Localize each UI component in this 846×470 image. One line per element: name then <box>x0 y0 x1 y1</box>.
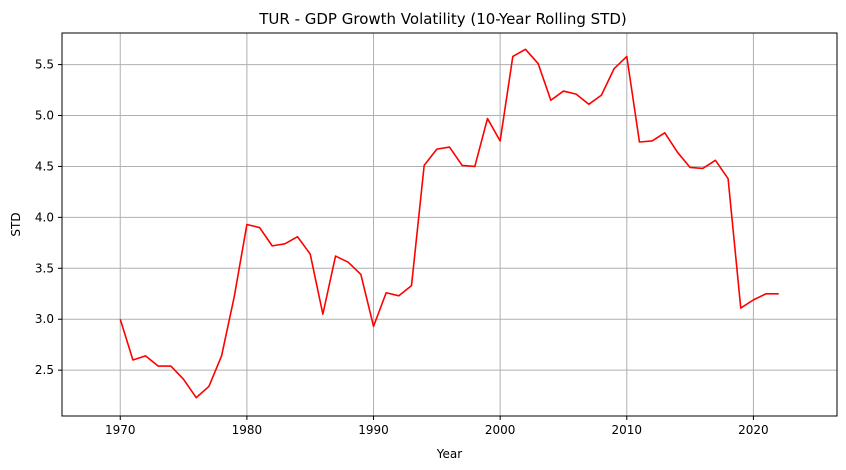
grid <box>62 33 837 416</box>
y-tick-label: 3.5 <box>35 261 54 275</box>
x-axis-label: Year <box>436 447 462 461</box>
plot-frame <box>61 32 838 417</box>
series-line <box>119 48 779 399</box>
series-layer <box>119 48 779 399</box>
x-tick-label: 1980 <box>232 423 263 437</box>
y-tick-label: 3.0 <box>35 312 54 326</box>
y-axis-label: STD <box>9 212 23 236</box>
x-axis: 1970 1980 1990 2000 2010 2020 <box>105 416 769 437</box>
x-tick-label: 2010 <box>612 423 643 437</box>
y-tick-label: 2.5 <box>35 363 54 377</box>
x-tick-label: 1990 <box>358 423 389 437</box>
y-tick-label: 5.5 <box>35 58 54 72</box>
x-tick-label: 2020 <box>738 423 769 437</box>
y-axis: 2.5 3.0 3.5 4.0 4.5 5.0 5.5 <box>35 58 62 377</box>
x-tick-label: 2000 <box>485 423 516 437</box>
y-tick-label: 5.0 <box>35 109 54 123</box>
chart-title: TUR - GDP Growth Volatility (10-Year Rol… <box>258 10 627 28</box>
y-tick-label: 4.5 <box>35 159 54 173</box>
x-tick-label: 1970 <box>105 423 136 437</box>
y-tick-label: 4.0 <box>35 210 54 224</box>
